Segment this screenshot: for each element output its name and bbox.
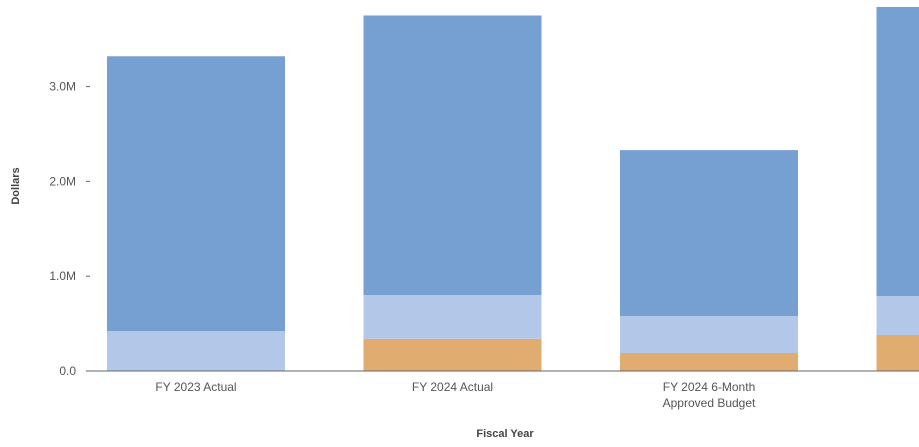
bars-group [107, 7, 919, 371]
bar-segment-3-2 [620, 316, 798, 353]
y-axis-ticks: 0.0 1.0M 2.0M 3.0M [49, 80, 90, 378]
bar-segment-4-3 [877, 7, 919, 296]
y-tick-label: 2.0M [49, 174, 76, 188]
y-tick-label: 3.0M [49, 80, 76, 94]
bar-segment-1-2 [107, 331, 285, 371]
bar-segment-1-3 [107, 56, 285, 331]
x-category-label: FY 2024 Actual [412, 380, 493, 394]
bar-segment-2-1 [364, 339, 542, 371]
bar-segment-3-1 [620, 353, 798, 371]
x-axis-labels: FY 2023 Actual FY 2024 Actual FY 2024 6-Mo… [155, 380, 919, 410]
bar-segment-4-2 [877, 296, 919, 335]
y-tick-label: 1.0M [49, 269, 76, 283]
x-category-label-line: FY 2023 Actual [155, 380, 236, 394]
y-tick-label: 0.0 [59, 364, 76, 378]
y-axis-title: Dollars [10, 167, 22, 204]
x-category-label-line: FY 2024 Actual [412, 380, 493, 394]
bar-segment-2-3 [364, 15, 542, 295]
x-axis-title: Fiscal Year [476, 428, 534, 440]
bar-segment-4-1 [877, 335, 919, 371]
x-category-label: FY 2023 Actual [155, 380, 236, 394]
bar-segment-2-2 [364, 295, 542, 339]
x-category-label-line: FY 2024 6-Month [663, 380, 756, 394]
x-category-label-line: Approved Budget [663, 396, 756, 410]
x-category-label: FY 2024 6-Month Approved Budget [663, 380, 756, 410]
bar-segment-3-3 [620, 150, 798, 316]
